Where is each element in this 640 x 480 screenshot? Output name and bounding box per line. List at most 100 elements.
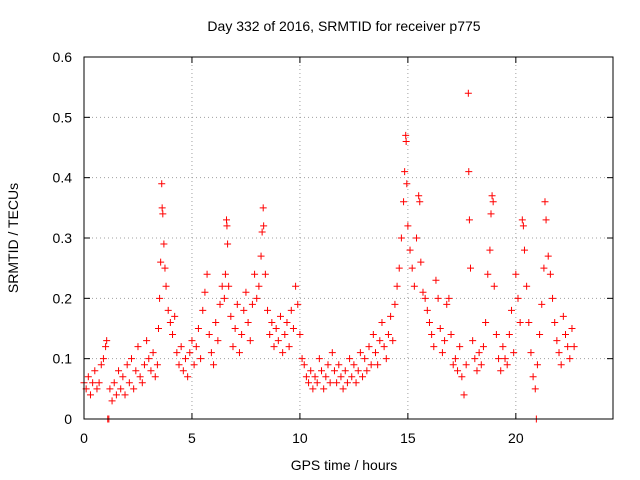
- data-point-marker: [406, 246, 414, 254]
- data-point-marker: [499, 343, 507, 351]
- data-point-marker: [555, 349, 563, 357]
- data-point-marker: [495, 355, 503, 363]
- data-point-marker: [343, 379, 351, 387]
- data-point-marker: [516, 318, 524, 326]
- data-point-marker: [227, 312, 235, 320]
- data-point-marker: [544, 252, 552, 260]
- data-point-marker: [568, 325, 576, 332]
- axis-ticks: [83, 56, 613, 420]
- data-point-marker: [367, 361, 375, 369]
- data-point-marker: [270, 343, 278, 351]
- data-point-marker: [382, 355, 390, 363]
- data-point-marker: [460, 391, 468, 399]
- data-point-marker: [171, 312, 179, 320]
- data-point-marker: [419, 288, 427, 296]
- data-point-marker: [365, 343, 373, 351]
- x-tick-label: 10: [292, 430, 308, 446]
- chart-title: Day 332 of 2016, SRMTID for receiver p77…: [207, 18, 480, 34]
- data-point-marker: [415, 192, 423, 200]
- data-point-marker: [487, 210, 495, 218]
- data-point-marker: [434, 294, 442, 302]
- data-point-marker: [549, 294, 557, 302]
- data-point-marker: [266, 331, 274, 339]
- data-points: [80, 89, 578, 423]
- data-point-marker: [469, 337, 477, 345]
- data-point-marker: [231, 325, 239, 332]
- data-point-marker: [238, 331, 246, 339]
- data-point-marker: [359, 373, 367, 381]
- data-point-marker: [503, 361, 511, 369]
- data-point-marker: [106, 385, 114, 393]
- data-point-marker: [447, 331, 455, 339]
- data-point-marker: [326, 379, 334, 387]
- data-point-marker: [417, 258, 425, 266]
- data-point-marker: [501, 355, 509, 363]
- data-point-marker: [451, 355, 459, 363]
- data-point-marker: [466, 264, 474, 272]
- data-point-marker: [400, 198, 408, 206]
- data-point-marker: [423, 306, 431, 314]
- data-point-marker: [259, 204, 267, 212]
- data-point-marker: [363, 367, 371, 375]
- data-point-marker: [136, 373, 144, 381]
- data-point-marker: [147, 367, 155, 375]
- data-point-marker: [157, 258, 165, 266]
- data-point-marker: [125, 379, 133, 387]
- data-point-marker: [512, 270, 520, 278]
- data-point-marker: [115, 367, 123, 375]
- data-point-marker: [272, 325, 280, 332]
- data-point-marker: [486, 246, 494, 254]
- data-point-marker: [566, 355, 574, 363]
- data-point-marker: [302, 373, 310, 381]
- data-point-marker: [158, 180, 166, 188]
- data-point-marker: [123, 361, 131, 369]
- data-point-marker: [313, 379, 321, 387]
- data-point-marker: [320, 385, 328, 393]
- data-point-marker: [346, 355, 354, 363]
- data-point-marker: [475, 349, 483, 357]
- axis-tick-labels: 0 0.1 0.2 0.3 0.4 0.5 0.6 0 5 10 15 20: [53, 49, 524, 446]
- data-point-marker: [99, 355, 107, 363]
- data-point-marker: [140, 361, 148, 369]
- data-point-marker: [557, 361, 565, 369]
- data-point-marker: [425, 318, 433, 326]
- data-point-marker: [190, 361, 198, 369]
- data-point-marker: [482, 318, 490, 326]
- data-point-marker: [276, 312, 284, 320]
- data-point-marker: [253, 294, 261, 302]
- data-point-marker: [89, 379, 97, 387]
- data-point-marker: [134, 343, 142, 351]
- data-point-marker: [220, 294, 228, 302]
- data-point-marker: [403, 180, 411, 188]
- data-point-marker: [330, 367, 338, 375]
- data-point-marker: [564, 343, 572, 351]
- data-point-marker: [225, 282, 233, 290]
- data-point-marker: [197, 355, 205, 363]
- data-point-marker: [458, 373, 466, 381]
- data-point-marker: [525, 318, 533, 326]
- data-point-marker: [216, 300, 224, 308]
- data-point-marker: [158, 204, 166, 212]
- data-point-marker: [436, 325, 444, 332]
- y-tick-label: 0.1: [53, 351, 73, 367]
- data-point-marker: [296, 331, 304, 339]
- data-point-marker: [505, 331, 513, 339]
- data-point-marker: [207, 349, 215, 357]
- data-point-marker: [95, 379, 103, 387]
- data-point-marker: [242, 288, 250, 296]
- data-point-marker: [212, 318, 220, 326]
- data-point-marker: [413, 234, 421, 242]
- data-point-marker: [229, 343, 237, 351]
- data-point-marker: [175, 361, 183, 369]
- data-point-marker: [520, 246, 528, 254]
- data-point-marker: [112, 391, 120, 399]
- data-point-marker: [102, 343, 110, 351]
- data-point-marker: [97, 361, 105, 369]
- data-point-marker: [84, 373, 92, 381]
- data-point-marker: [401, 168, 409, 176]
- data-point-marker: [443, 300, 451, 308]
- data-point-marker: [540, 264, 548, 272]
- data-point-marker: [160, 240, 168, 248]
- data-point-marker: [471, 355, 479, 363]
- data-point-marker: [210, 361, 218, 369]
